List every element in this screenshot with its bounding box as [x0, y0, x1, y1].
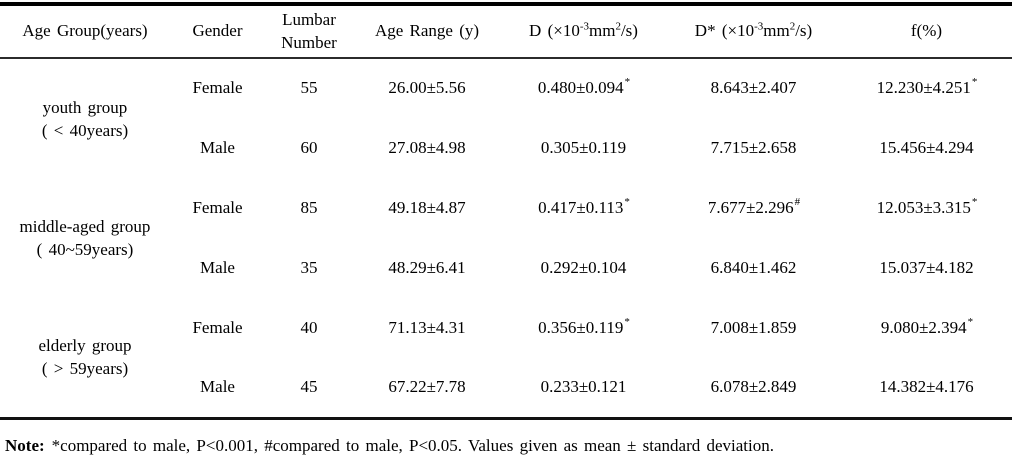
cell-gender: Male	[200, 137, 235, 157]
cell-gender: Female	[192, 197, 243, 217]
dstar-exponent: -3	[754, 20, 764, 33]
cell-lumbar-number: 40	[300, 317, 318, 337]
group-label-elderly: elderly group ( > 59years)	[0, 298, 170, 418]
dstar-mm-exponent: 2	[789, 20, 796, 33]
cell-f: 12.230±4.251*	[876, 76, 978, 98]
cell-lumbar-number: 45	[300, 376, 318, 396]
significance-marker: *	[624, 76, 631, 89]
group-name: youth group	[42, 97, 128, 117]
table-row: elderly group ( > 59years) Female 40 71.…	[0, 298, 1012, 378]
cell-gender: Female	[192, 78, 243, 98]
table-row: youth group ( < 40years) Female 55 26.00…	[0, 58, 1012, 140]
group-age-range: ( 40~59years)	[36, 240, 134, 259]
header-age-group: Age Group(years)	[22, 21, 148, 41]
significance-marker: *	[971, 76, 978, 89]
cell-lumbar-number: 60	[300, 137, 318, 157]
cell-d: 0.417±0.113*	[538, 195, 630, 217]
footnote-text: *compared to male, P<0.001, #compared to…	[51, 435, 774, 455]
group-label-youth: youth group ( < 40years)	[0, 58, 170, 178]
cell-age-range: 48.29±6.41	[388, 257, 466, 277]
header-age-range: Age Range (y)	[374, 21, 480, 41]
cell-age-range: 49.18±4.87	[388, 197, 466, 217]
cell-gender: Male	[200, 376, 235, 396]
group-age-range: ( > 59years)	[41, 359, 129, 379]
significance-marker: *	[971, 195, 978, 208]
cell-d: 0.305±0.119	[540, 137, 627, 157]
significance-marker: *	[624, 195, 630, 208]
cell-d: 0.480±0.094*	[537, 76, 631, 98]
cell-dstar: 7.008±1.859	[710, 317, 797, 337]
d-mm-exponent: 2	[615, 20, 621, 33]
ivim-parameters-table: Age Group(years) Gender Lumbar Number Ag…	[0, 2, 1012, 420]
cell-f: 12.053±3.315*	[876, 195, 978, 217]
cell-dstar: 8.643±2.407	[710, 78, 797, 98]
footnote-label: Note:	[5, 435, 45, 455]
cell-age-range: 71.13±4.31	[388, 317, 466, 337]
table-header-row: Age Group(years) Gender Lumbar Number Ag…	[0, 4, 1012, 58]
table-row: Male 45 67.22±7.78 0.233±0.121 6.078±2.8…	[0, 358, 1012, 418]
group-name: elderly group	[38, 336, 132, 356]
significance-marker: #	[794, 195, 801, 208]
table-footnote: Note: *compared to male, P<0.001, #compar…	[5, 436, 1012, 456]
cell-gender: Female	[192, 317, 243, 337]
header-lumbar-number: Lumbar Number	[281, 9, 337, 52]
cell-lumbar-number: 85	[300, 197, 318, 217]
cell-gender: Male	[200, 257, 235, 277]
cell-f: 15.037±4.182	[879, 257, 974, 277]
table-row: Male 60 27.08±4.98 0.305±0.119 7.715±2.6…	[0, 118, 1012, 178]
cell-dstar: 6.078±2.849	[710, 376, 797, 396]
cell-dstar: 7.677±2.296#	[707, 195, 801, 217]
significance-marker: *	[967, 315, 974, 328]
cell-f: 15.456±4.294	[879, 137, 974, 157]
cell-age-range: 67.22±7.78	[388, 376, 466, 396]
cell-d: 0.292±0.104	[540, 257, 627, 277]
d-exponent: -3	[579, 20, 589, 33]
group-age-range: ( < 40years)	[41, 120, 129, 140]
cell-f: 9.080±2.394*	[880, 315, 974, 337]
header-dstar: D* (×10-3mm2/s)	[694, 20, 813, 41]
table-row: Male 35 48.29±6.41 0.292±0.104 6.840±1.4…	[0, 238, 1012, 298]
table-row: middle-aged group ( 40~59years) Female 8…	[0, 178, 1012, 259]
cell-f: 14.382±4.176	[879, 376, 974, 396]
group-name: middle-aged group	[19, 217, 151, 236]
cell-lumbar-number: 35	[300, 257, 318, 277]
header-f: f(%)	[910, 21, 943, 41]
group-label-middle-aged: middle-aged group ( 40~59years)	[0, 178, 170, 298]
cell-age-range: 27.08±4.98	[388, 137, 466, 157]
cell-dstar: 7.715±2.658	[710, 137, 797, 157]
header-gender: Gender	[192, 21, 243, 41]
header-d: D (×10-3mm2/s)	[529, 20, 638, 41]
cell-d: 0.233±0.121	[540, 376, 627, 396]
cell-dstar: 6.840±1.462	[710, 257, 797, 277]
cell-lumbar-number: 55	[300, 78, 318, 98]
cell-age-range: 26.00±5.56	[388, 78, 466, 98]
cell-d: 0.356±0.119*	[538, 315, 630, 337]
significance-marker: *	[624, 315, 630, 328]
